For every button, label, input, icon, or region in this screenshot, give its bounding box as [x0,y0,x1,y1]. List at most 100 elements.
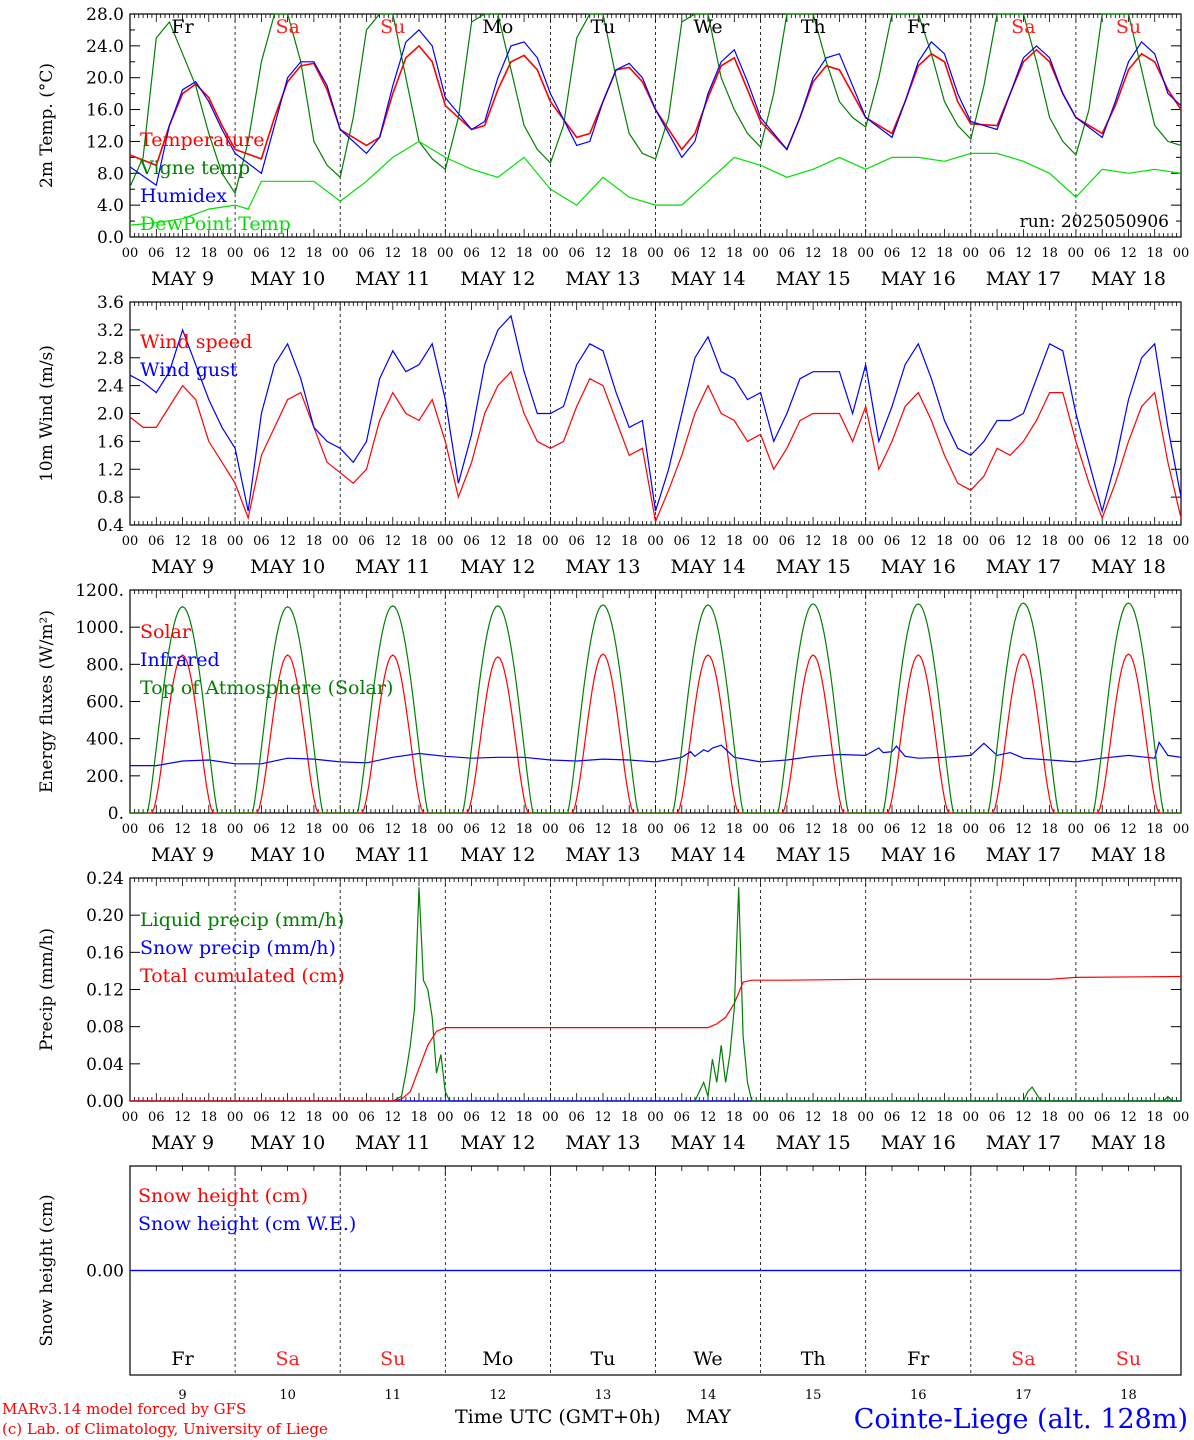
hour-label: 00 [227,1110,244,1125]
date-label: MAY 13 [565,844,640,866]
legend-entry: Snow height (cm W.E.) [138,1213,356,1235]
date-label: MAY 17 [986,1132,1061,1154]
hour-label: 12 [174,822,191,837]
hour-label: 12 [595,246,612,261]
hour-label: 00 [1068,534,1085,549]
hour-label: 12 [700,246,717,261]
hour-label: 12 [490,246,507,261]
hour-label: 12 [490,534,507,549]
legend-entry: Temperature [140,129,264,151]
hour-label: 18 [306,822,323,837]
hour-label: 06 [358,534,375,549]
hour-label: 00 [647,1110,664,1125]
date-label: MAY 15 [776,268,851,290]
day-abbr-top: We [693,16,722,38]
hour-label: 00 [122,534,139,549]
hour-label: 18 [936,822,953,837]
hour-label: 00 [542,1110,559,1125]
y-tick-label: 1.2 [97,460,124,480]
x-axis-month: MAY [686,1406,731,1428]
date-label: MAY 17 [986,556,1061,578]
date-label: MAY 9 [151,844,214,866]
hour-label: 00 [963,534,980,549]
hour-label: 00 [1173,246,1190,261]
hour-label: 06 [253,1110,270,1125]
hour-label: 00 [963,1110,980,1125]
time-ticks [129,878,1182,1101]
time-ticks [129,1166,1182,1176]
legend-entry: DewPoint Temp [140,213,291,235]
date-label: MAY 14 [670,1132,745,1154]
y-tick-label: 2.8 [97,349,124,369]
hour-label: 06 [358,1110,375,1125]
hour-label: 18 [726,1110,743,1125]
hour-label: 12 [1015,534,1032,549]
date-label: MAY 9 [151,268,214,290]
hour-label: 18 [726,534,743,549]
date-label: MAY 11 [355,556,430,578]
hour-label: 12 [279,822,296,837]
hour-label: 06 [989,246,1006,261]
day-abbr-top: Su [380,16,405,38]
hour-label: 12 [384,534,401,549]
hour-label: 12 [384,822,401,837]
legend-entry: Infrared [140,649,220,671]
hour-label: 12 [1015,1110,1032,1125]
date-label: MAY 11 [355,1132,430,1154]
hour-label: 12 [1120,822,1137,837]
day-number: 9 [178,1388,186,1403]
date-label: MAY 10 [250,1132,325,1154]
y-tick-label: 0.8 [97,488,124,508]
hour-label: 18 [936,246,953,261]
y-tick-label: 0.00 [86,1092,124,1112]
hour-label: 00 [647,822,664,837]
day-number: 14 [700,1388,717,1403]
day-abbr-bottom: Th [801,1348,826,1370]
hour-label: 00 [1173,534,1190,549]
hour-label: 12 [595,1110,612,1125]
y-tick-label: 0. [108,804,124,824]
day-abbr-bottom: Tu [590,1348,615,1370]
hour-label: 18 [1041,822,1058,837]
hour-label: 00 [752,246,769,261]
series-liquid-may14 [694,887,1181,1102]
day-abbr-bottom: Fr [171,1348,194,1370]
day-abbr-bottom: Sa [1011,1348,1035,1370]
hour-label: 00 [542,246,559,261]
series-humidex [129,29,1182,187]
hour-label: 06 [358,822,375,837]
y-tick-label: 0.16 [86,943,124,963]
y-tick-label: 600. [86,693,124,713]
day-number: 13 [595,1388,612,1403]
hour-label: 18 [201,822,218,837]
hour-label: 00 [752,822,769,837]
hour-label: 00 [437,1110,454,1125]
time-ticks [129,302,1182,525]
day-number: 10 [279,1388,296,1403]
hour-label: 18 [621,534,638,549]
day-abbr-bottom: We [693,1348,722,1370]
hour-label: 12 [174,246,191,261]
hour-label: 06 [568,822,585,837]
hour-label: 06 [463,822,480,837]
time-ticks [129,14,1182,237]
hour-label: 06 [884,1110,901,1125]
hour-label: 12 [490,1110,507,1125]
hour-label: 12 [490,822,507,837]
hour-label: 18 [621,822,638,837]
day-abbr-top: Su [1116,16,1141,38]
hour-label: 12 [595,534,612,549]
hour-label: 06 [989,822,1006,837]
legend-entry: Total cumulated (cm) [140,965,345,987]
hour-label: 00 [752,534,769,549]
hour-label: 18 [831,534,848,549]
y-tick-label: 12.0 [86,132,124,152]
hour-label: 06 [463,534,480,549]
hour-label: 06 [568,246,585,261]
legend-entry: Vigne temp [139,157,250,179]
hour-label: 00 [857,822,874,837]
day-number: 11 [384,1388,401,1403]
hour-label: 18 [1041,534,1058,549]
day-number: 17 [1015,1388,1032,1403]
date-label: MAY 13 [565,268,640,290]
